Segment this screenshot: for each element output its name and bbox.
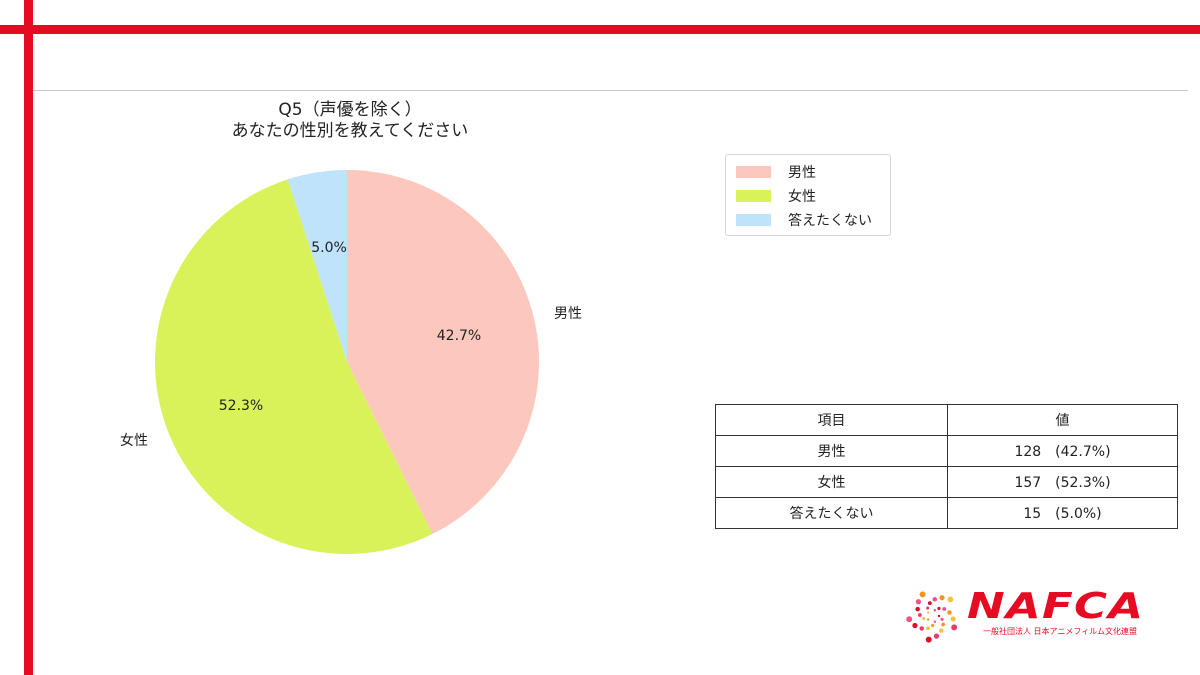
table-row: 女性 157 (52.3%) [715, 466, 1178, 498]
legend-item-male: 男性 [736, 160, 880, 184]
pct-label-no-answer: 5.0% [311, 240, 347, 256]
table-cell-item: 答えたくない [715, 497, 948, 529]
slice-label-female: 女性 [120, 433, 148, 449]
pct-label-male: 42.7% [436, 328, 482, 344]
chart-title-line1: Q5（声優を除く） [278, 100, 422, 120]
table-cell-value: 128 (42.7%) [947, 435, 1178, 467]
table-cell-value: 15 (5.0%) [947, 497, 1178, 529]
table-row: 男性 128 (42.7%) [715, 435, 1178, 467]
legend-item-no-answer: 答えたくない [736, 208, 880, 232]
spiral-dots-icon [906, 591, 958, 643]
top-red-rule [0, 25, 1200, 34]
table-cell-item: 女性 [715, 466, 948, 498]
pct-label-female: 52.3% [218, 398, 264, 414]
slice-label-male: 男性 [554, 306, 582, 322]
left-red-rule [24, 0, 33, 675]
results-table: 項目 値 男性 128 (42.7%) 女性 157 (52.3%) 答えたくな… [715, 404, 1178, 529]
table-header-row: 項目 値 [715, 404, 1178, 436]
logo-subtitle: 一般社団法人 日本アニメフィルム文化連盟 [983, 627, 1138, 636]
legend-swatch-male [736, 166, 771, 178]
logo-wordmark: NAFCA [967, 586, 1145, 627]
table-header-item: 項目 [715, 404, 948, 436]
legend-label: 答えたくない [788, 213, 872, 229]
nafca-logo: NAFCA 一般社団法人 日本アニメフィルム文化連盟 [905, 586, 1160, 643]
table-cell-value: 157 (52.3%) [947, 466, 1178, 498]
header-divider [33, 90, 1188, 91]
table-row: 答えたくない 15 (5.0%) [715, 497, 1178, 529]
pie-slice-no-answer [287, 170, 347, 362]
legend-item-female: 女性 [736, 184, 880, 208]
legend-label: 女性 [788, 189, 816, 205]
pie-slice-female [155, 179, 433, 554]
table-header-value: 値 [947, 404, 1178, 436]
legend-swatch-female [736, 190, 771, 202]
legend-label: 男性 [788, 165, 816, 181]
chart-legend: 男性 女性 答えたくない [725, 154, 891, 236]
pie-slice-male [347, 170, 540, 534]
legend-swatch-no-answer [736, 214, 771, 226]
chart-title: Q5（声優を除く） あなたの性別を教えてください [150, 100, 550, 142]
chart-title-line2: あなたの性別を教えてください [231, 121, 469, 141]
table-cell-item: 男性 [715, 435, 948, 467]
